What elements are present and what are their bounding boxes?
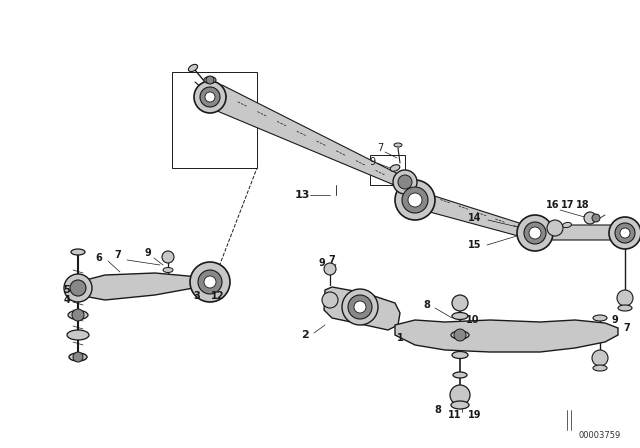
Circle shape (615, 223, 635, 243)
Circle shape (190, 262, 230, 302)
Circle shape (322, 292, 338, 308)
Circle shape (73, 352, 83, 362)
Text: 17: 17 (561, 200, 575, 210)
Text: 2: 2 (301, 330, 309, 340)
Circle shape (64, 274, 92, 302)
Text: 5: 5 (63, 285, 70, 295)
Circle shape (162, 251, 174, 263)
Circle shape (547, 220, 563, 236)
Text: 3: 3 (194, 291, 200, 301)
Text: 00003759: 00003759 (579, 431, 621, 439)
Circle shape (206, 76, 214, 84)
Text: 9: 9 (369, 157, 375, 167)
Circle shape (342, 289, 378, 325)
Ellipse shape (204, 77, 216, 83)
Ellipse shape (451, 331, 469, 339)
Text: 15: 15 (468, 240, 482, 250)
Ellipse shape (68, 310, 88, 319)
Circle shape (393, 170, 417, 194)
Circle shape (348, 295, 372, 319)
Circle shape (354, 301, 366, 313)
Circle shape (194, 81, 226, 113)
Circle shape (592, 214, 600, 222)
Text: 9: 9 (319, 258, 325, 268)
Circle shape (454, 329, 466, 341)
Text: 7: 7 (328, 255, 335, 265)
Circle shape (395, 180, 435, 220)
Circle shape (584, 212, 596, 224)
Text: 19: 19 (468, 410, 482, 420)
Text: 9: 9 (612, 315, 618, 325)
Circle shape (617, 290, 633, 306)
Ellipse shape (563, 222, 572, 228)
Circle shape (398, 175, 412, 189)
Polygon shape (412, 190, 535, 240)
Text: 10: 10 (467, 315, 480, 325)
Circle shape (205, 92, 215, 102)
Text: 6: 6 (95, 253, 102, 263)
Circle shape (402, 187, 428, 213)
Ellipse shape (451, 401, 469, 409)
Polygon shape (530, 225, 625, 240)
Circle shape (204, 276, 216, 288)
Text: 11: 11 (448, 410, 461, 420)
Text: 7: 7 (377, 143, 383, 153)
Ellipse shape (452, 313, 468, 319)
Circle shape (524, 222, 546, 244)
Text: 1: 1 (397, 333, 403, 343)
Circle shape (200, 87, 220, 107)
Ellipse shape (71, 249, 85, 255)
Text: 7: 7 (623, 323, 630, 333)
Circle shape (72, 309, 84, 321)
Text: 9: 9 (145, 248, 152, 258)
Circle shape (452, 295, 468, 311)
Circle shape (198, 270, 222, 294)
Circle shape (70, 280, 86, 296)
Text: 13: 13 (294, 190, 310, 200)
Circle shape (592, 350, 608, 366)
Ellipse shape (67, 330, 89, 340)
Ellipse shape (394, 143, 402, 147)
Polygon shape (324, 287, 400, 330)
Circle shape (529, 227, 541, 239)
Ellipse shape (390, 165, 400, 171)
Circle shape (408, 193, 422, 207)
Ellipse shape (69, 353, 87, 361)
Ellipse shape (163, 267, 173, 272)
Polygon shape (395, 320, 618, 352)
Circle shape (324, 263, 336, 275)
Text: 12: 12 (211, 291, 225, 301)
Ellipse shape (453, 372, 467, 378)
Circle shape (609, 217, 640, 249)
Ellipse shape (593, 315, 607, 321)
Circle shape (517, 215, 553, 251)
Text: 14: 14 (468, 213, 482, 223)
Text: 8: 8 (435, 405, 442, 415)
Circle shape (450, 385, 470, 405)
Text: 8: 8 (424, 300, 431, 310)
Text: 16: 16 (547, 200, 560, 210)
Ellipse shape (618, 305, 632, 311)
Polygon shape (78, 273, 210, 300)
Ellipse shape (188, 65, 198, 72)
Polygon shape (205, 85, 420, 195)
Ellipse shape (593, 365, 607, 371)
Text: 7: 7 (115, 250, 122, 260)
Ellipse shape (452, 352, 468, 358)
Circle shape (620, 228, 630, 238)
Text: 4: 4 (63, 295, 70, 305)
Text: 18: 18 (576, 200, 590, 210)
